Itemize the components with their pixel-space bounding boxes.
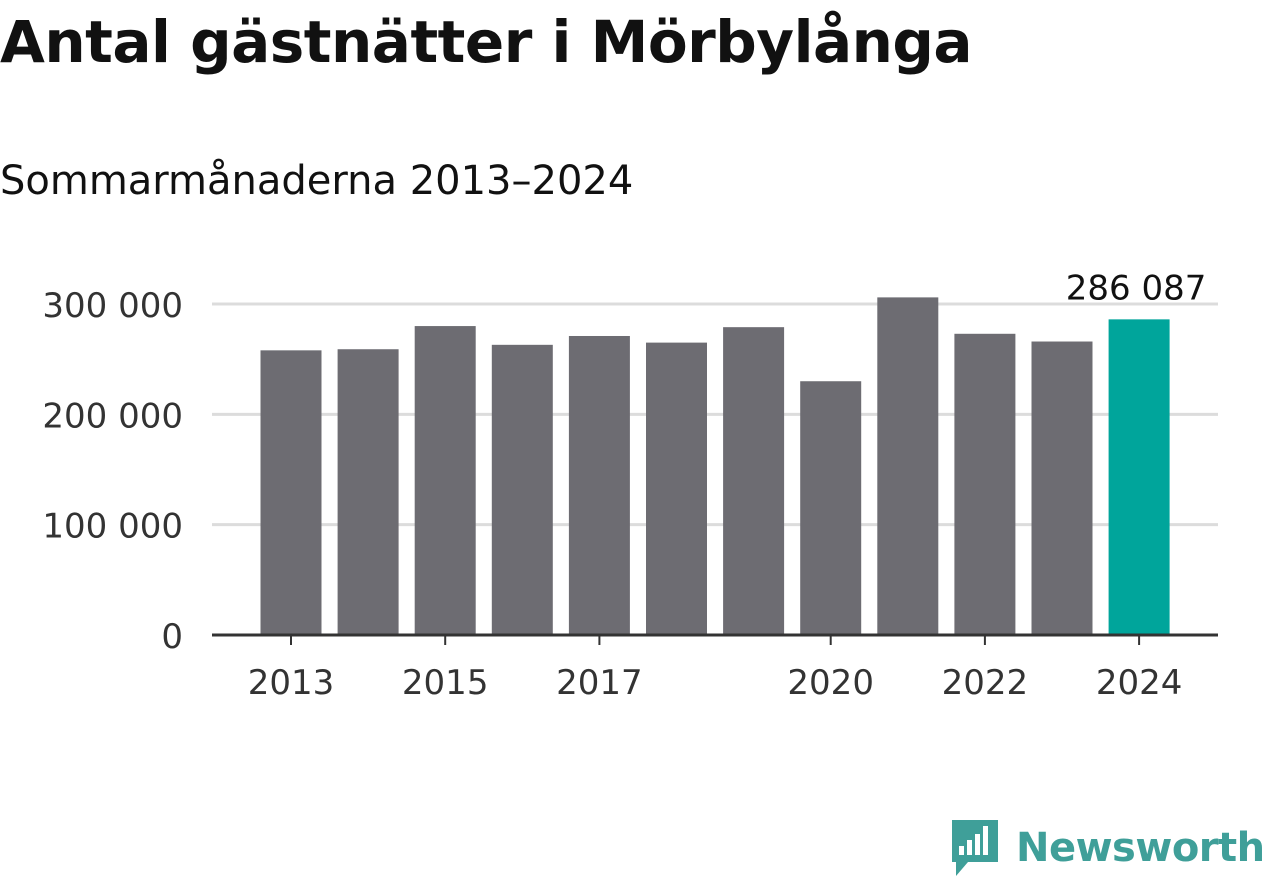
x-tick-label: 2022: [942, 663, 1029, 703]
labels: 0 100 000 200 000 300 000 2013 2015 2017 2020 20…: [42, 268, 1206, 703]
x-tick-label: 2015: [402, 663, 489, 703]
newsworthy-logo: Newsworthy: [950, 818, 1262, 878]
bar: [491, 344, 553, 635]
bars: [260, 297, 1170, 635]
bar: [1108, 319, 1170, 635]
bar: [723, 327, 785, 635]
y-tick-label: 0: [161, 617, 183, 657]
chart-title: Antal gästnätter i Mörbylånga: [0, 8, 973, 76]
x-tick-label: 2020: [787, 663, 874, 703]
y-tick-label: 300 000: [42, 286, 183, 326]
brand-name: Newsworthy: [1016, 825, 1262, 871]
bar: [646, 342, 707, 635]
newsworthy-logo-icon: [952, 820, 998, 876]
chart-subtitle: Sommarmånaderna 2013–2024: [0, 158, 634, 204]
y-tick-label: 200 000: [42, 396, 183, 436]
x-tick-label: 2017: [556, 663, 643, 703]
bar: [877, 297, 939, 635]
bar: [414, 326, 476, 635]
x-tick-label: 2013: [248, 663, 335, 703]
y-tick-label: 100 000: [42, 507, 183, 547]
data-label: 286 087: [1066, 268, 1207, 308]
x-tick-label: 2024: [1096, 663, 1183, 703]
bar: [1031, 341, 1093, 635]
bar: [800, 381, 862, 635]
bar: [337, 349, 399, 635]
bar: [260, 350, 322, 635]
bar: [954, 333, 1016, 635]
bar: [568, 335, 630, 635]
x-axis: [212, 633, 1218, 645]
